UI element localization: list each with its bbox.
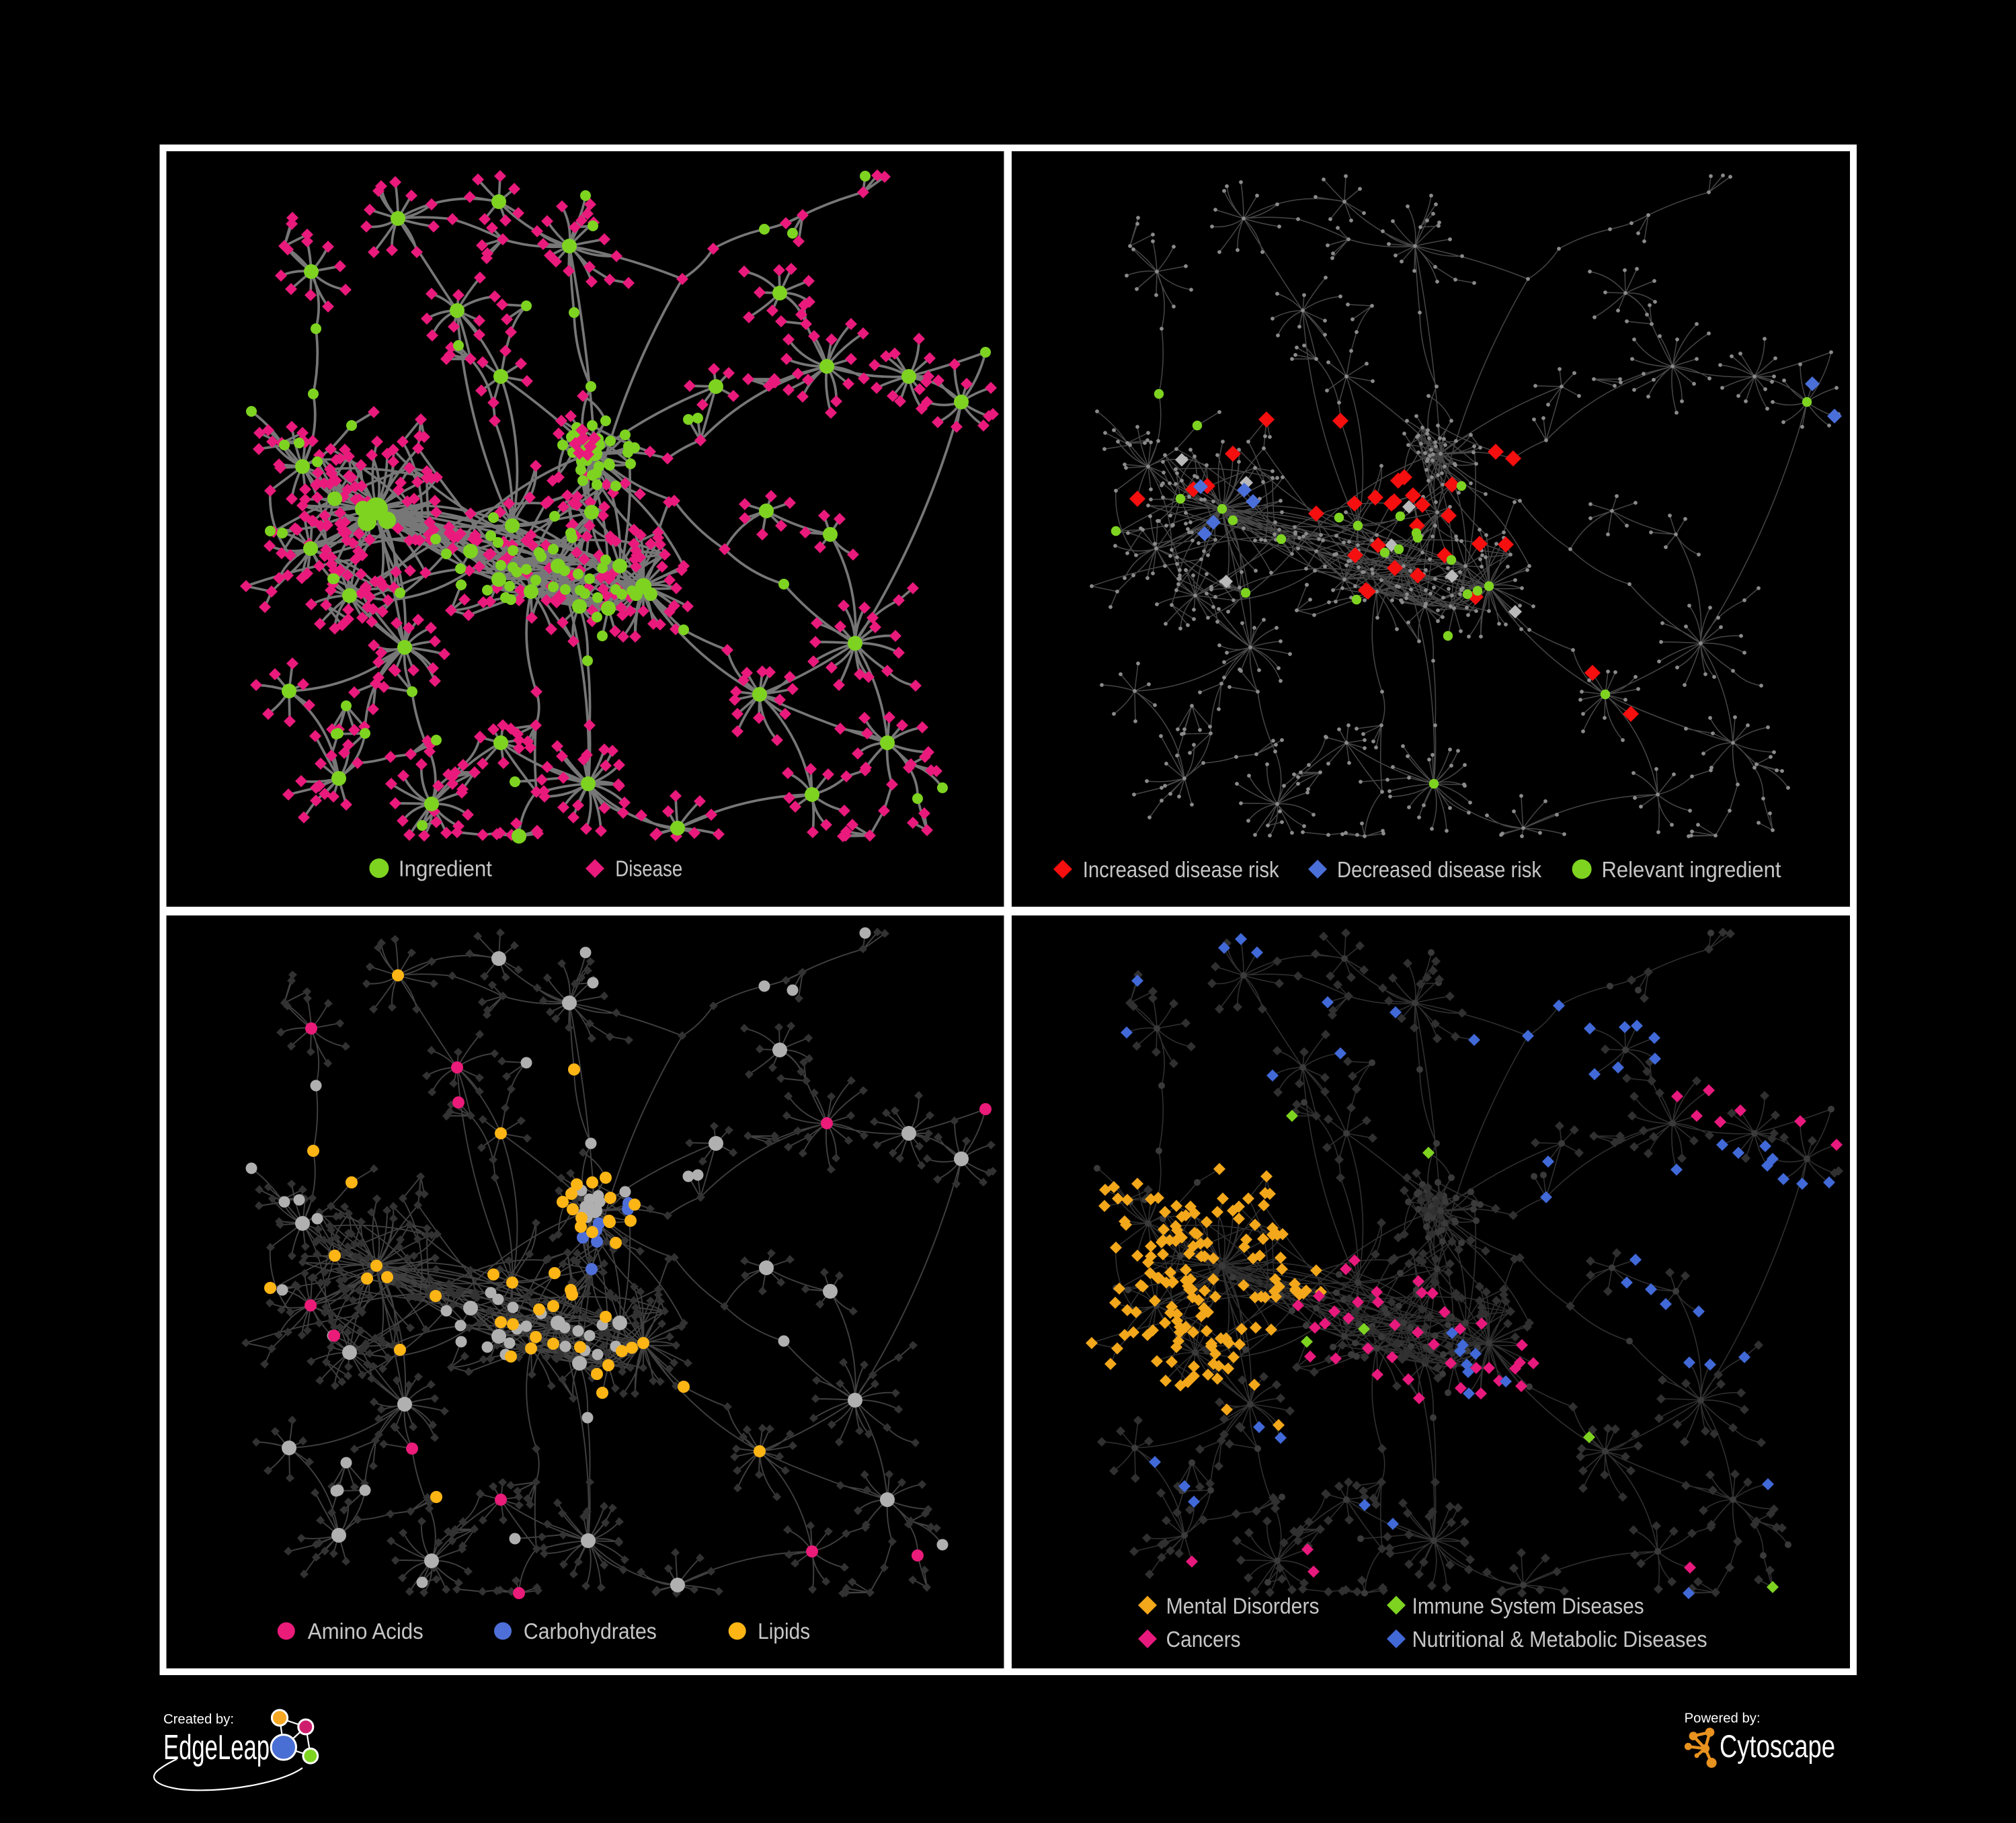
svg-text:Created by:: Created by: bbox=[163, 1712, 234, 1727]
svg-text:EdgeLeap: EdgeLeap bbox=[163, 1728, 270, 1767]
svg-text:Relevant ingredient: Relevant ingredient bbox=[1602, 857, 1781, 882]
svg-text:Lipids: Lipids bbox=[758, 1619, 810, 1644]
svg-text:Decreased disease risk: Decreased disease risk bbox=[1337, 857, 1541, 882]
svg-text:Mental Disorders: Mental Disorders bbox=[1166, 1593, 1320, 1618]
svg-text:Cancers: Cancers bbox=[1166, 1627, 1241, 1652]
svg-text:Cytoscape: Cytoscape bbox=[1720, 1728, 1835, 1764]
svg-text:Immune System Diseases: Immune System Diseases bbox=[1412, 1593, 1644, 1618]
svg-text:Nutritional & Metabolic Diseas: Nutritional & Metabolic Diseases bbox=[1412, 1627, 1707, 1652]
svg-text:Powered by:: Powered by: bbox=[1685, 1711, 1761, 1726]
svg-text:Carbohydrates: Carbohydrates bbox=[524, 1619, 657, 1644]
svg-text:Amino Acids: Amino Acids bbox=[308, 1619, 424, 1644]
svg-text:Ingredient: Ingredient bbox=[399, 856, 492, 881]
svg-text:Increased disease risk: Increased disease risk bbox=[1083, 857, 1279, 882]
svg-text:Disease: Disease bbox=[615, 856, 682, 881]
